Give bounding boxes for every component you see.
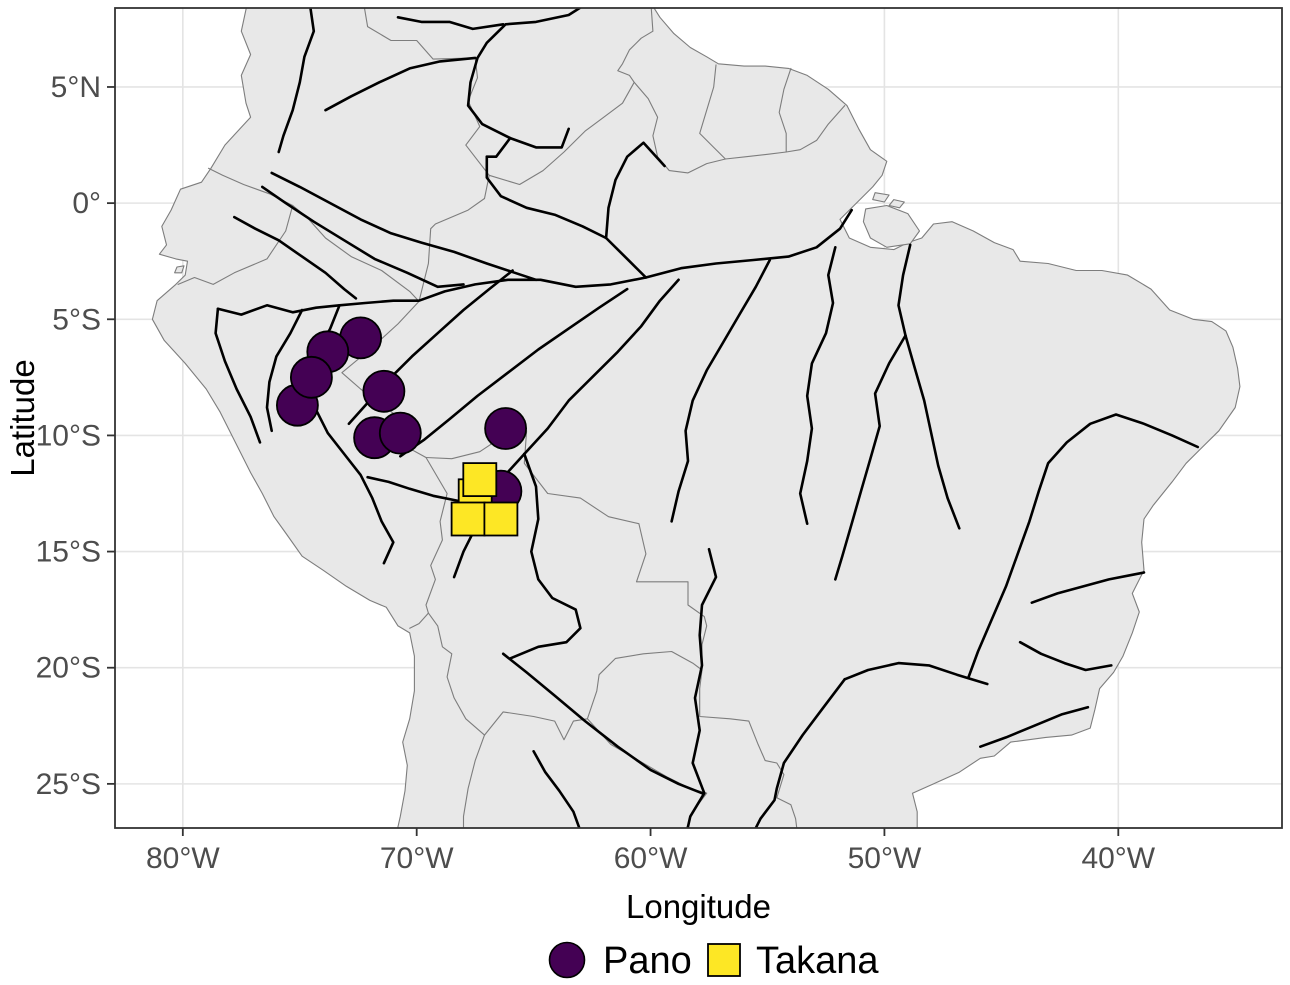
river-branco [604, 141, 666, 240]
river-purus [399, 287, 629, 458]
border-paraguay-brazil [699, 669, 785, 799]
pano-point [378, 411, 422, 455]
river-paraguay-river [686, 547, 718, 828]
x-axis-title: Longitude [626, 888, 771, 925]
x-tick-label: 70°W [380, 842, 454, 875]
landmass-puna-island [174, 265, 185, 274]
takana-point [483, 501, 519, 537]
river-amazon [338, 208, 853, 307]
legend: Pano Takana [548, 940, 879, 982]
takana-point [462, 462, 498, 498]
y-axis-title: Latitude [4, 359, 41, 476]
takana-point [450, 501, 486, 537]
border-brazil-argentina [776, 797, 798, 828]
y-tick-label: 0° [72, 187, 101, 220]
pano-point [484, 407, 528, 450]
river-tocantins [897, 243, 961, 530]
river-sao-francisco [967, 413, 1200, 679]
legend-label-takana: Takana [756, 940, 879, 980]
x-tick-label: 40°W [1081, 842, 1155, 875]
border-bolivia-argentina [483, 711, 588, 741]
landmass-caviana-island [872, 192, 890, 203]
border-colombia-brazil [418, 174, 490, 302]
border-suriname-brazil [724, 151, 787, 160]
land-layer [151, 8, 1241, 828]
landmass-mexiana-island [888, 199, 905, 209]
border-french-guiana-brazil [785, 105, 846, 153]
border-chile-argentina [462, 734, 486, 828]
border-bolivia-paraguay [586, 650, 703, 720]
river-mamore-grande [508, 452, 582, 660]
y-tick-label: 15°S [36, 536, 101, 569]
river-xingu [798, 246, 837, 525]
panel-border [114, 7, 1283, 829]
x-tick-label: 50°W [848, 842, 922, 875]
axis-ticks [107, 86, 1120, 836]
river-parana [754, 678, 846, 828]
river-meta [324, 56, 477, 112]
river-apure [396, 16, 505, 31]
river-maranon [216, 304, 341, 316]
river-grande [843, 661, 989, 686]
river-tapajos-juruena [670, 258, 772, 523]
river-magdalena [277, 8, 316, 154]
border-guyana-suriname [699, 64, 726, 160]
river-napo [233, 215, 358, 300]
river-huallaga [265, 308, 304, 433]
river-araguaia [834, 334, 907, 581]
border-venezuela-brazil [488, 81, 635, 186]
x-tick-label: 80°W [146, 842, 220, 875]
y-tick-label: 5°N [51, 71, 101, 104]
y-tick-label: 10°S [36, 419, 101, 452]
river-rio-negro [485, 155, 648, 279]
border-peru-chile [409, 612, 429, 629]
river-putumayo [261, 185, 465, 289]
river-jequitinhonha [1030, 571, 1146, 604]
legend-key-circle-pano [548, 941, 586, 979]
river-bermejo [532, 750, 581, 828]
river-pilcomayo [501, 652, 704, 795]
river-madeira [523, 278, 680, 456]
landmass-south-america-mainland [151, 8, 1241, 828]
y-tick-label: 25°S [36, 768, 101, 801]
river-japura [270, 171, 538, 282]
river-maranon-upper [214, 307, 262, 444]
legend-key-square-takana [707, 943, 741, 977]
y-tick-label: 5°S [52, 303, 101, 336]
border-ecuador-peru [177, 204, 294, 285]
river-casiquiare [485, 136, 512, 158]
river-doce [1018, 640, 1113, 672]
border-venezuela-guyana [617, 8, 654, 83]
border-bolivia-chile [427, 612, 486, 736]
pano-point [289, 355, 333, 399]
data-points-layer [275, 316, 528, 537]
river-orinoco [466, 8, 583, 149]
border-suriname-french-guiana [778, 67, 792, 153]
y-tick-label: 20°S [36, 652, 101, 685]
pano-point [362, 369, 406, 413]
axis-tick-labels: 80°W 70°W 60°W 50°W 40°W 5°N 0° 5°S 10°S 15°S 20°S… [36, 71, 1156, 875]
river-paraiba-do-sul [979, 705, 1090, 748]
legend-label-pano: Pano [603, 940, 692, 980]
rivers-layer [214, 8, 1200, 828]
x-tick-label: 60°W [614, 842, 688, 875]
map-panel [115, 8, 1282, 828]
